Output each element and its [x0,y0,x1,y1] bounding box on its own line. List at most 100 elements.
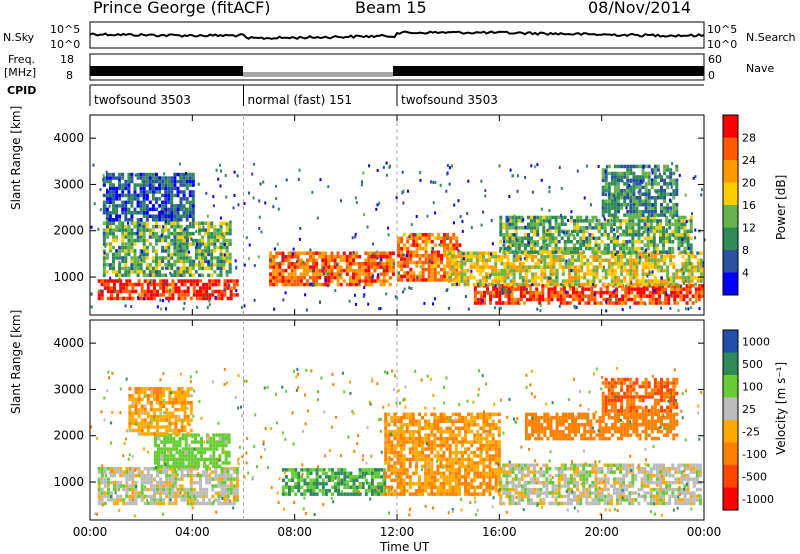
data-cell [415,240,419,244]
data-cell [358,265,362,269]
data-cell [207,263,211,267]
data-cell [176,207,180,212]
data-cell [321,251,325,255]
data-cell [188,270,192,274]
data-cell [324,475,328,479]
data-cell [355,492,359,496]
data-cell [358,475,362,479]
data-cell [504,294,508,298]
data-cell [591,215,595,220]
data-cell [687,275,691,280]
data-cell [511,240,515,244]
data-cell [663,258,667,262]
data-cell [326,272,329,276]
data-cell [192,487,196,492]
data-cell [214,467,218,471]
data-cell [521,262,525,266]
data-cell [159,411,163,415]
data-cell [165,473,169,478]
data-cell [139,231,143,236]
data-cell [557,222,561,227]
data-cell [607,213,611,217]
data-cell [172,454,176,458]
data-cell [299,251,303,255]
data-cell [176,186,180,191]
data-cell [543,255,547,259]
data-cell [500,272,504,276]
data-cell [148,235,152,239]
data-cell [264,201,267,205]
data-cell [649,240,653,244]
data-cell [508,240,512,244]
data-cell [606,236,610,240]
data-cell [176,249,180,253]
data-cell [232,487,236,492]
data-cell [121,183,125,187]
data-cell [102,176,106,180]
data-cell [105,190,109,194]
data-cell [185,256,189,260]
data-cell [613,171,617,176]
data-cell [473,301,477,305]
data-cell [617,185,620,190]
data-cell [156,305,159,309]
data-cell [430,240,434,244]
data-cell [212,454,216,458]
data-cell [628,233,632,237]
data-cell [501,292,504,296]
data-cell [177,428,181,433]
data-cell [644,171,648,176]
data-cell [149,421,153,426]
data-cell [226,470,230,474]
data-cell [364,478,368,482]
data-cell [352,482,356,486]
data-cell [130,218,134,222]
data-cell [152,501,156,506]
data-cell [609,240,613,244]
data-cell [174,473,178,478]
data-cell [503,265,507,269]
data-cell [164,200,168,205]
data-cell [390,471,394,476]
data-cell [165,387,169,391]
data-cell [436,264,440,268]
data-cell [204,259,208,264]
data-cell [97,293,101,297]
data-cell [669,213,673,217]
data-cell [185,176,189,180]
data-cell [501,301,505,305]
data-cell [159,401,163,405]
data-cell [160,307,163,311]
data-cell [504,290,508,295]
data-cell [651,301,655,305]
data-cell [173,235,177,239]
data-cell [199,289,202,294]
data-cell [639,290,643,295]
data-cell [124,245,128,250]
data-cell [385,173,388,177]
data-cell [121,273,125,277]
data-cell [384,412,388,417]
data-cell [151,176,155,180]
data-cell [663,164,667,169]
data-cell [156,394,159,398]
data-cell [448,262,452,266]
data-cell [130,266,134,271]
data-cell [367,485,371,489]
data-cell [546,282,550,287]
data-cell [159,501,163,506]
data-cell [384,433,388,437]
data-cell [215,461,219,465]
data-cell [662,240,665,244]
data-cell [451,258,455,262]
data-cell [284,268,288,273]
data-cell [214,289,218,294]
data-cell [671,246,675,251]
data-cell [105,224,109,229]
data-cell [391,268,395,273]
data-cell [156,432,159,436]
data-cell [508,246,512,251]
data-cell [198,256,201,260]
data-cell [659,236,662,240]
data-cell [532,294,536,298]
